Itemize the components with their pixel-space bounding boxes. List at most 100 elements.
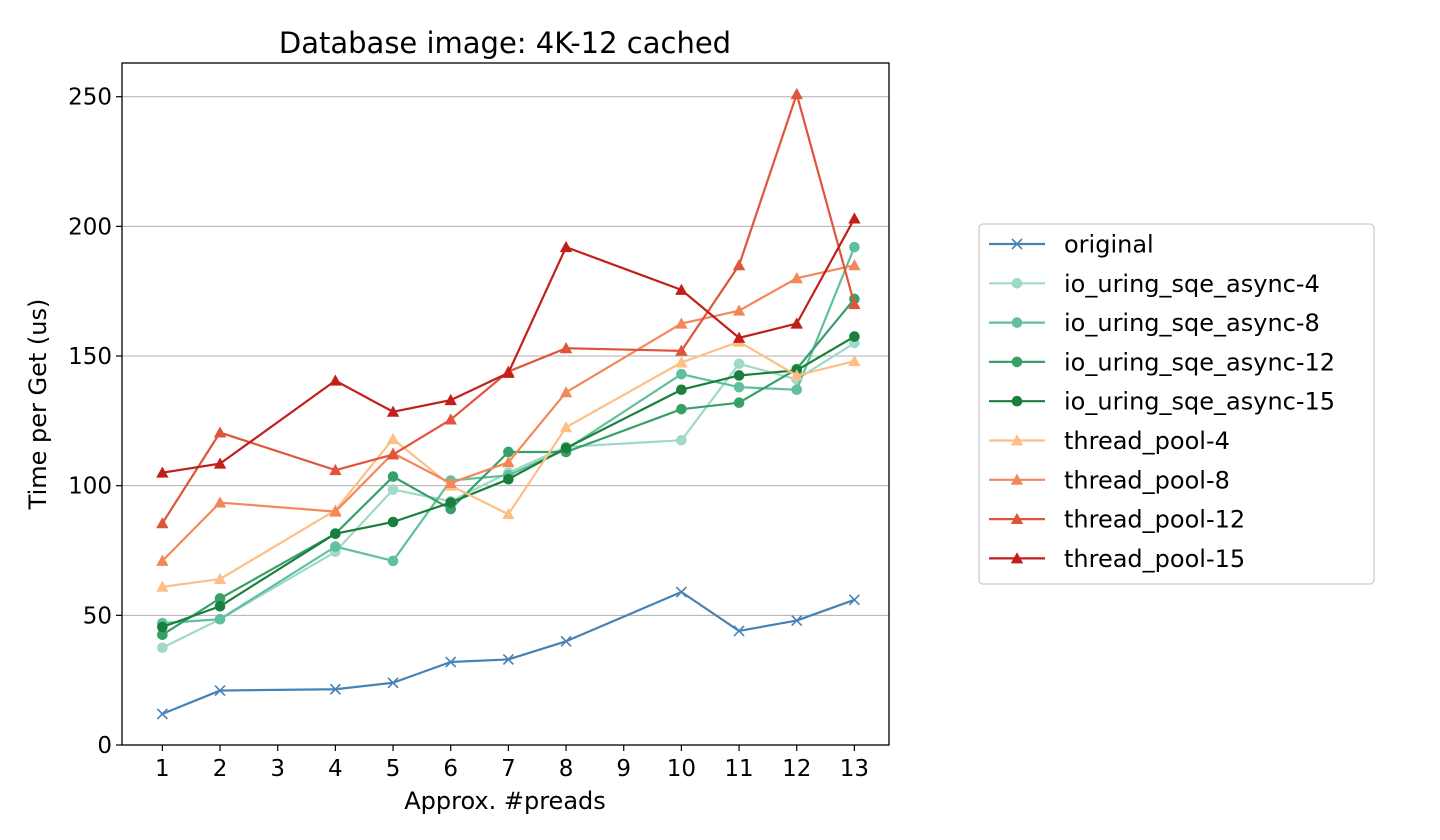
legend-item-io-uring-sqe-async-8: io_uring_sqe_async-8 bbox=[989, 309, 1320, 337]
data-point bbox=[386, 448, 400, 460]
data-point bbox=[445, 656, 457, 668]
data-point bbox=[675, 283, 688, 295]
data-point bbox=[329, 463, 342, 476]
data-point bbox=[732, 304, 746, 316]
data-point bbox=[848, 594, 860, 606]
y-tick-label: 0 bbox=[97, 733, 112, 759]
data-point bbox=[791, 384, 803, 396]
y-axis-ticks: 0 50 100 150 200 250 bbox=[68, 85, 122, 759]
data-point bbox=[330, 528, 341, 539]
data-point bbox=[790, 87, 803, 100]
data-point bbox=[387, 677, 399, 689]
chart-title: Database image: 4K-12 cached bbox=[279, 26, 731, 60]
legend-label: io_uring_sqe_async-4 bbox=[1064, 270, 1320, 298]
x-tick-label: 6 bbox=[443, 756, 458, 782]
data-point bbox=[848, 259, 861, 271]
series-thread-pool-8 bbox=[156, 259, 861, 566]
data-point bbox=[156, 517, 169, 529]
data-point bbox=[733, 397, 745, 409]
data-point bbox=[560, 635, 572, 647]
data-point bbox=[675, 317, 688, 329]
data-point bbox=[733, 381, 745, 393]
data-point bbox=[676, 403, 687, 415]
legend-item-io-uring-sqe-async-12: io_uring_sqe_async-12 bbox=[989, 348, 1335, 376]
data-point bbox=[444, 393, 457, 406]
data-point bbox=[790, 317, 803, 329]
data-point bbox=[214, 600, 226, 612]
data-point bbox=[157, 621, 168, 633]
series-line-io-uring-sqe-async-4 bbox=[161, 342, 855, 649]
data-point bbox=[214, 613, 226, 625]
data-point bbox=[559, 342, 573, 354]
x-tick-label: 3 bbox=[270, 756, 285, 782]
plot-series bbox=[156, 87, 861, 720]
data-point bbox=[502, 366, 515, 378]
data-point bbox=[387, 471, 399, 482]
x-tick-label: 9 bbox=[616, 756, 631, 782]
data-point bbox=[849, 331, 860, 342]
data-point bbox=[330, 541, 341, 552]
data-point bbox=[156, 708, 168, 720]
data-point bbox=[848, 355, 861, 367]
legend-marker bbox=[1010, 473, 1024, 485]
legend-item-thread-pool-4: thread_pool-4 bbox=[989, 427, 1230, 455]
y-tick-label: 50 bbox=[83, 603, 112, 629]
x-tick-label: 10 bbox=[667, 756, 696, 782]
data-point bbox=[559, 386, 573, 398]
legend-label: original bbox=[1064, 231, 1154, 259]
x-tick-label: 11 bbox=[724, 756, 753, 782]
data-point bbox=[213, 457, 227, 469]
legend-label: thread_pool-15 bbox=[1064, 545, 1245, 573]
data-point bbox=[502, 456, 515, 468]
data-point bbox=[675, 586, 687, 598]
legend-item-thread-pool-8: thread_pool-8 bbox=[989, 466, 1230, 494]
data-point bbox=[503, 473, 514, 485]
x-tick-label: 8 bbox=[559, 756, 574, 782]
data-point bbox=[329, 374, 342, 386]
legend-item-io-uring-sqe-async-15: io_uring_sqe_async-15 bbox=[989, 388, 1335, 416]
data-point bbox=[444, 413, 457, 425]
data-point bbox=[732, 331, 746, 343]
data-point bbox=[157, 629, 168, 641]
data-point bbox=[675, 356, 688, 368]
data-point bbox=[387, 516, 399, 528]
y-tick-label: 200 bbox=[68, 214, 112, 240]
data-point bbox=[733, 370, 745, 381]
legend-item-original: original bbox=[989, 231, 1154, 259]
data-point bbox=[444, 476, 457, 489]
x-tick-label: 2 bbox=[213, 756, 228, 782]
data-point bbox=[387, 555, 399, 567]
data-point bbox=[213, 572, 227, 584]
data-point bbox=[156, 554, 169, 566]
data-point bbox=[387, 484, 399, 495]
y-tick-label: 100 bbox=[68, 474, 112, 500]
legend-marker bbox=[1010, 512, 1024, 525]
legend-marker bbox=[1011, 395, 1023, 407]
data-point bbox=[791, 614, 803, 627]
legend-item-io-uring-sqe-async-4: io_uring_sqe_async-4 bbox=[989, 270, 1320, 298]
x-tick-label: 4 bbox=[328, 756, 343, 782]
data-point bbox=[214, 593, 226, 604]
legend-marker bbox=[1011, 356, 1023, 368]
data-point bbox=[386, 432, 400, 444]
series-original bbox=[156, 586, 860, 720]
legend-marker bbox=[1010, 552, 1024, 564]
x-tick-label: 12 bbox=[782, 756, 811, 782]
series-line-original bbox=[161, 590, 855, 715]
grid-lines bbox=[122, 96, 889, 746]
data-point bbox=[156, 466, 169, 478]
data-point bbox=[733, 625, 745, 637]
data-point bbox=[560, 442, 572, 454]
data-point bbox=[329, 505, 342, 517]
legend: original io_uring_sqe_async-4 io_uring_sqe… bbox=[978, 223, 1375, 585]
legend-label: io_uring_sqe_async-8 bbox=[1064, 309, 1320, 337]
x-tick-label: 1 bbox=[155, 756, 170, 782]
data-point bbox=[156, 580, 169, 592]
data-point bbox=[559, 240, 573, 253]
data-point bbox=[213, 426, 227, 438]
y-axis-label: Time per Get (us) bbox=[24, 299, 52, 511]
data-point bbox=[386, 405, 400, 417]
series-io-uring-sqe-async-8 bbox=[157, 241, 860, 629]
legend-label: thread_pool-8 bbox=[1064, 466, 1230, 494]
